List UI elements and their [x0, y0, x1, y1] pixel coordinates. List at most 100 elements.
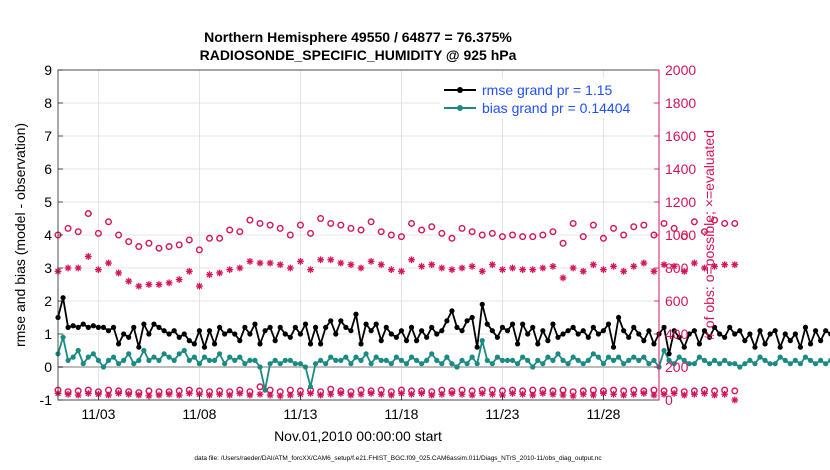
rmse-point: [171, 328, 177, 334]
obs-possible-point: [357, 226, 365, 234]
obs-evaluated-point: [701, 264, 708, 272]
obs-evaluated-point: [620, 391, 628, 399]
obs-evaluated-point: [488, 261, 496, 269]
obs-evaluated-point: [519, 390, 527, 398]
obs-possible-point: [670, 224, 678, 232]
obs-possible-point: [488, 229, 496, 237]
obs-possible-point: [509, 231, 517, 239]
rmse-point: [504, 328, 511, 334]
rmse-point: [242, 324, 248, 330]
bias-point: [444, 354, 450, 360]
bias-point: [176, 351, 182, 357]
obs-possible-point: [478, 231, 486, 239]
obs-possible-point: [589, 221, 597, 229]
y-right-tick-label: 1600: [665, 128, 696, 144]
bias-point: [651, 357, 657, 363]
obs-evaluated-point: [478, 390, 486, 397]
bias-point: [252, 357, 258, 363]
obs-possible-point: [529, 233, 537, 241]
obs-evaluated-point: [377, 261, 385, 269]
obs-evaluated-point: [185, 390, 193, 397]
bias-point: [691, 361, 697, 367]
bias-point: [333, 357, 339, 363]
rmse-point: [419, 328, 425, 334]
series-evaluated-obs: [54, 390, 739, 404]
obs-evaluated-point: [579, 390, 587, 398]
rmse-point: [812, 328, 819, 334]
rmse-point: [90, 323, 96, 329]
bias-point: [772, 361, 778, 367]
rmse-point: [434, 331, 440, 337]
bias-point: [727, 361, 733, 367]
rmse-point: [722, 334, 728, 340]
obs-evaluated-point: [680, 391, 688, 399]
rmse-point: [287, 334, 293, 340]
obs-evaluated-point: [468, 391, 476, 399]
rmse-point: [585, 334, 591, 340]
obs-evaluated-point: [529, 266, 537, 274]
bias-point: [196, 361, 203, 367]
obs-possible-point: [680, 233, 688, 241]
bias-point: [343, 354, 349, 360]
obs-evaluated-point: [650, 391, 658, 399]
obs-evaluated-point: [155, 281, 163, 288]
rmse-point: [545, 338, 551, 344]
bias-point: [747, 357, 753, 363]
bias-point: [227, 354, 233, 360]
obs-evaluated-point: [600, 266, 607, 274]
bias-point: [292, 361, 298, 367]
obs-evaluated-point: [367, 258, 375, 265]
bias-point: [666, 357, 672, 363]
bias-point: [166, 354, 172, 360]
obs-possible-point: [610, 224, 618, 232]
obs-possible-point: [559, 239, 567, 247]
obs-evaluated-point: [458, 264, 466, 272]
obs-possible-point: [115, 231, 123, 239]
y-axis-left-label: rmse and bias (model - observation): [12, 123, 28, 347]
rmse-point: [121, 331, 127, 337]
obs-possible-point: [448, 234, 456, 242]
rmse-point: [358, 341, 364, 347]
bias-point: [722, 357, 728, 363]
rmse-point: [615, 314, 622, 321]
bias-point: [429, 351, 435, 357]
y-right-tick-label: 0: [665, 392, 673, 408]
obs-possible-point: [549, 228, 557, 236]
bias-point: [540, 361, 546, 367]
bias-point: [181, 347, 187, 354]
y-left-tick-label: 7: [44, 128, 52, 144]
bias-point: [171, 357, 177, 363]
obs-evaluated-point: [236, 264, 244, 272]
bias-point: [520, 354, 526, 360]
bias-point: [474, 361, 480, 367]
bias-point: [136, 357, 142, 363]
bias-point: [449, 361, 455, 367]
rmse-point: [424, 334, 430, 340]
legend-rmse-label: rmse grand pr = 1.15: [482, 82, 613, 98]
rmse-point: [772, 328, 778, 334]
rmse-point: [85, 324, 91, 330]
bias-point: [141, 347, 147, 354]
obs-possible-point: [317, 214, 325, 222]
obs-evaluated-point: [620, 267, 628, 275]
bias-point: [338, 357, 344, 363]
bias-point: [767, 361, 773, 367]
rmse-point: [262, 328, 268, 334]
series-possible-obs: [54, 210, 739, 254]
obs-evaluated-point: [317, 256, 325, 264]
rmse-point: [636, 331, 642, 337]
y-left-tick-label: 2: [44, 293, 52, 309]
rmse-point: [393, 334, 399, 340]
bias-point: [424, 357, 430, 363]
rmse-point: [818, 338, 824, 344]
rmse-point: [156, 324, 162, 330]
obs-evaluated-point: [569, 392, 577, 400]
obs-evaluated-point: [327, 390, 335, 398]
bias-point: [393, 354, 399, 360]
rmse-point: [823, 328, 829, 334]
obs-evaluated-point: [155, 391, 163, 399]
series-rmse: [55, 295, 830, 357]
obs-evaluated-point: [256, 259, 264, 267]
obs-evaluated-point: [377, 390, 385, 398]
obs-possible-point: [367, 218, 375, 226]
